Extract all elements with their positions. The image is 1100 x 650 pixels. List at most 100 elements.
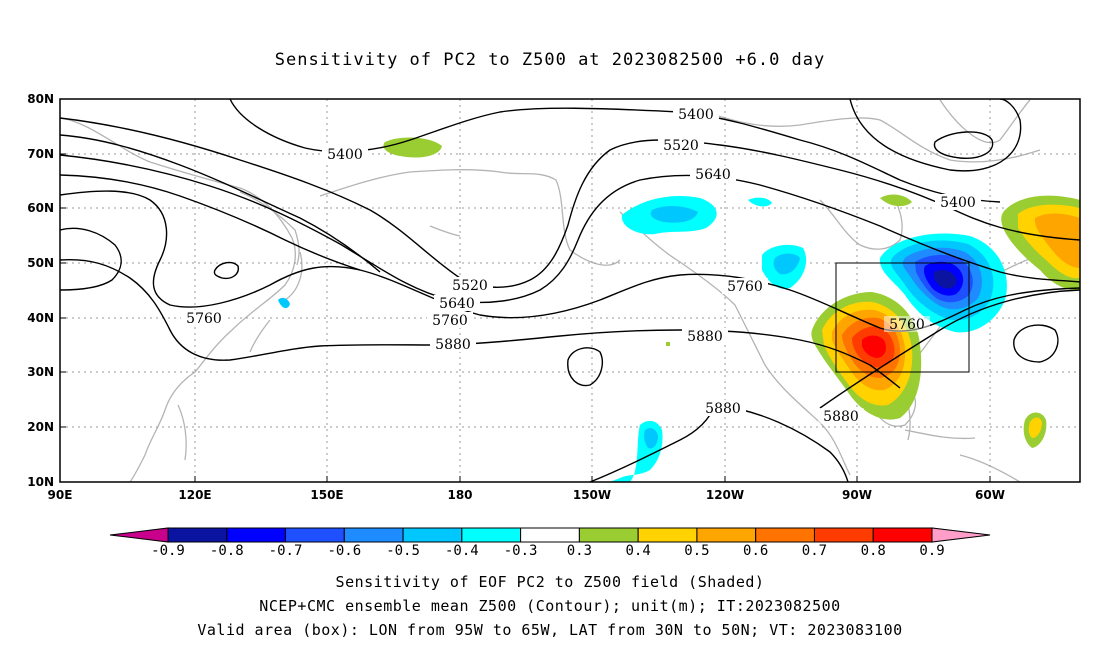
contour-5760-south (60, 227, 122, 291)
shade-pos-atlantic-east-2 (1035, 213, 1080, 268)
contour-label-3: 5520 (658, 137, 704, 154)
shade-neg-alaska-inner (650, 206, 698, 223)
svg-text:5640: 5640 (695, 167, 731, 183)
contour-label-8: 5640 (434, 295, 480, 312)
contour-label-9: 5760 (427, 312, 473, 329)
colorbar-box (813, 527, 874, 543)
lat-label-80n: 80N (27, 92, 54, 106)
coast-philippines (177, 404, 187, 461)
colorbar-tick-label: -0.9 (151, 543, 185, 559)
lon-label-120e: 120E (178, 488, 212, 502)
caption-shaded: Sensitivity of EOF PC2 to Z500 field (Sh… (335, 573, 765, 591)
colorbar-high-arrow (931, 527, 991, 543)
lat-label-50n: 50N (27, 256, 54, 270)
colorbar-box (402, 527, 463, 543)
colorbar-tick-label: 0.9 (919, 543, 945, 559)
lon-label-90e: 90E (47, 488, 73, 502)
colorbar-tick-label: 0.4 (625, 543, 651, 559)
colorbar-low-arrow (109, 527, 169, 543)
colorbar-tick-label: 0.7 (801, 543, 828, 559)
contour-5400-small-low (933, 131, 994, 159)
contour-5880-atlantic-closed (1013, 324, 1059, 363)
coast-alaska (319, 169, 621, 266)
coast-kamchatka (239, 191, 300, 266)
colorbar-tick-label: -0.7 (268, 543, 303, 559)
contour-label-4: 5640 (690, 166, 736, 183)
coast-aleutians (429, 225, 461, 237)
lat-label-30n: 30N (27, 365, 54, 379)
lon-label-180: 180 (447, 488, 473, 502)
contour-label-6: 5760 (181, 310, 227, 327)
colorbar-box (520, 527, 580, 543)
contour-label-11: 5880 (682, 328, 728, 345)
colorbar-tick-label: -0.6 (327, 543, 362, 559)
coast-arctic-islands (699, 109, 1041, 163)
colorbar-box (167, 527, 228, 543)
shade-pos-se-us-core (862, 335, 886, 358)
contour-label-2: 5400 (673, 106, 719, 123)
svg-text:5880: 5880 (823, 409, 859, 425)
contour-5400-closed-north (849, 99, 1022, 172)
contour-label-13: 5760 (884, 316, 930, 333)
lon-label-60w: 60W (975, 488, 1005, 502)
coast-asia (60, 117, 296, 482)
svg-text:5880: 5880 (705, 401, 741, 417)
colorbar-tick-label: -0.4 (444, 543, 479, 559)
shade-pos-atlantic-south-inner (1028, 417, 1042, 438)
colorbar-tick-label: 0.6 (743, 543, 769, 559)
contour-label-10: 5880 (430, 336, 476, 353)
contour-5880-atlantic (819, 289, 1080, 409)
coast-caribbean (904, 429, 976, 440)
colorbar-box (637, 527, 698, 543)
svg-text:5760: 5760 (186, 311, 222, 327)
shade-pos-small-north (880, 194, 912, 207)
colorbar-tick-label: -0.5 (386, 543, 420, 559)
caption-valid-area: Valid area (box): LON from 95W to 65W, L… (197, 621, 903, 639)
lat-label-10n: 10N (27, 475, 54, 489)
svg-text:5520: 5520 (452, 278, 488, 294)
contour-5520-main (60, 117, 1080, 288)
shade-neg-japan-small (278, 297, 290, 309)
lon-label-150w: 150W (572, 488, 612, 502)
svg-text:5400: 5400 (327, 147, 363, 163)
contour-labels: 5400 5400 5520 5640 5400 5760 5520 5640 … (181, 106, 981, 425)
colorbar-box (461, 527, 522, 543)
contour-5520-west2 (60, 134, 381, 273)
lon-label-90w: 90W (842, 488, 872, 502)
axis-ticks (60, 153, 991, 482)
valid-area-box (835, 262, 970, 373)
svg-text:5760: 5760 (432, 313, 468, 329)
shade-neg-small-north (748, 197, 772, 207)
coast-hudson (819, 199, 903, 250)
colorbar-box (285, 527, 345, 543)
lat-label-20n: 20N (27, 420, 54, 434)
coast-japan (249, 251, 303, 353)
contour-5640-main (60, 154, 1080, 304)
chart-title: Sensitivity of PC2 to Z500 at 2023082500… (274, 50, 826, 70)
colorbar-tick-label: 0.3 (566, 543, 593, 559)
contour-label-5: 5400 (935, 194, 981, 211)
coast-greenland (939, 99, 1031, 144)
svg-text:5760: 5760 (889, 317, 925, 333)
shade-neg-rockies-inner (773, 253, 800, 275)
contour-5760-main (60, 190, 1080, 332)
contour-extra-west (60, 174, 361, 271)
caption-contour: NCEP+CMC ensemble mean Z500 (Contour); u… (259, 597, 841, 615)
lat-label-40n: 40N (27, 311, 54, 325)
colorbar-box (343, 527, 404, 543)
shade-neg-pacific-south-inner (644, 428, 658, 449)
contour-label-14: 5880 (700, 400, 746, 417)
colorbar-box (226, 527, 287, 543)
svg-text:5880: 5880 (435, 337, 471, 353)
contour-5880-closed-pacific (567, 347, 603, 387)
svg-text:5400: 5400 (940, 195, 976, 211)
colorbar-box (872, 527, 933, 543)
shade-pos-tiny (666, 342, 670, 346)
lat-label-60n: 60N (27, 201, 54, 215)
contour-label-12: 5760 (722, 278, 768, 295)
lat-label-70n: 70N (27, 147, 54, 161)
plot-frame (59, 98, 1081, 483)
shade-neg-east-core (933, 270, 957, 289)
colorbar-box (755, 527, 815, 543)
contour-label-1: 5400 (322, 146, 368, 163)
